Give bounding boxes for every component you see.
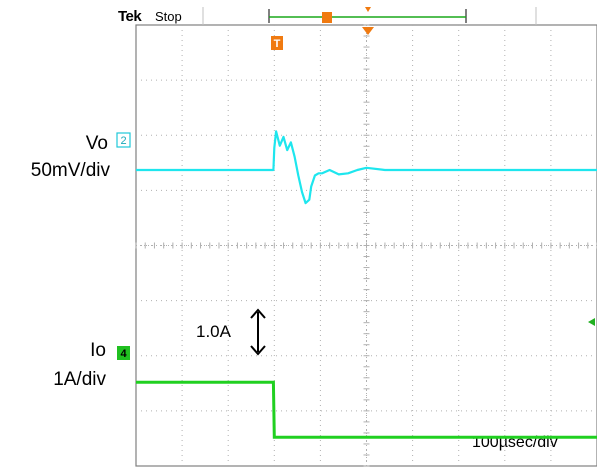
ch4-marker-label: 4 <box>120 348 127 360</box>
horizontal-position-icon <box>362 27 374 35</box>
ch4-ground-marker: 4 <box>117 346 130 360</box>
graticule <box>135 24 597 467</box>
record-view-bar <box>202 7 537 25</box>
ch4-scale-label: 1A/div <box>53 369 106 390</box>
record-bar-trigger-flag <box>322 12 332 23</box>
trigger-position-marker: T <box>271 27 374 50</box>
record-bar-position-icon <box>365 7 371 12</box>
ch2-ground-marker: 2 <box>116 132 131 148</box>
tek-brand: Tek <box>118 8 142 25</box>
ch2-scale-label: 50mV/div <box>30 160 110 181</box>
current-step-annotation: 1.0A <box>196 322 231 341</box>
acquisition-state: Stop <box>155 9 182 24</box>
current-step-arrow <box>250 308 266 356</box>
ch2-marker-label: 2 <box>120 135 126 147</box>
trigger-marker-label: T <box>274 38 281 50</box>
ch2-waveform <box>136 130 597 205</box>
ch4-name-label: Io <box>90 340 106 361</box>
trigger-level-icon <box>588 318 595 326</box>
ch4-waveform <box>136 380 597 439</box>
ch2-name-label: Vo <box>85 133 108 154</box>
